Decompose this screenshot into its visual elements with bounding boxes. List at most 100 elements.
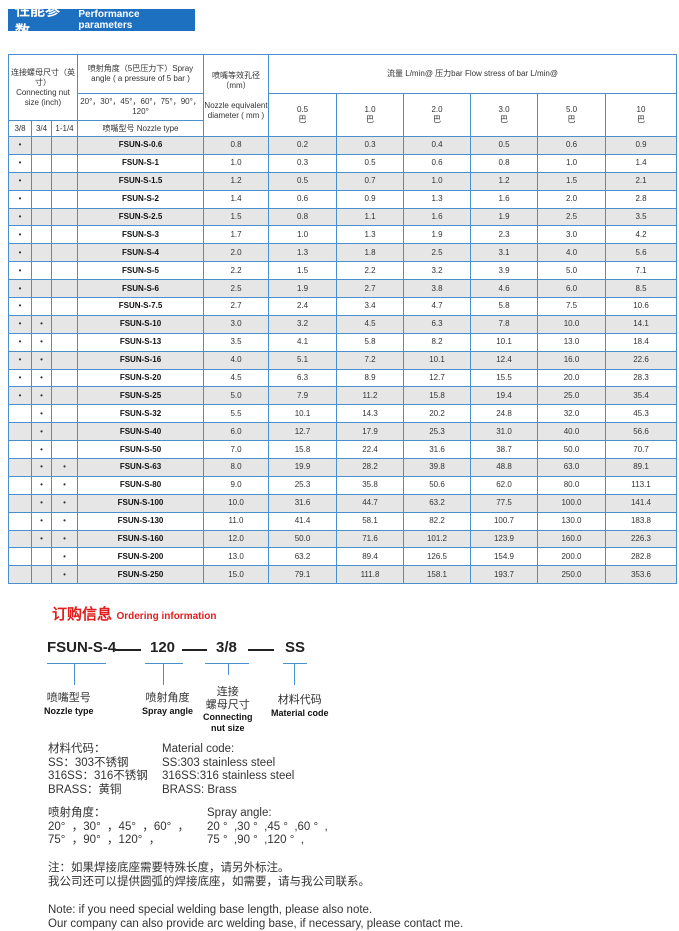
nozzle-type-cell: FSUN-S-13	[77, 332, 204, 352]
flow-cell: 10.1	[403, 350, 471, 370]
flow-cell: 79.1	[268, 565, 337, 585]
flow-cell: 100.0	[537, 493, 606, 513]
size-dot-cell: •	[51, 511, 78, 531]
size-dot-cell	[8, 458, 32, 477]
label-nozzle-type: 喷嘴型号 Nozzle type	[44, 692, 94, 716]
size-dot-cell: •	[31, 422, 52, 442]
nozzle-type-cell: FSUN-S-160	[77, 529, 204, 549]
flow-cell: 48.8	[470, 458, 538, 477]
underline	[205, 663, 249, 664]
size-dot-cell	[8, 404, 32, 424]
diameter-cell: 7.0	[203, 440, 269, 460]
flow-cell: 130.0	[537, 511, 606, 531]
flow-cell: 226.3	[604, 529, 678, 549]
size-dot-cell: •	[8, 314, 32, 334]
size-dot-cell	[31, 279, 52, 299]
table-row: • • FSUN-S-25 5.0 7.9 11.2 15.8 19.4 25.0 35.4	[8, 386, 678, 406]
diameter-cell: 2.5	[203, 279, 269, 299]
size-dot-cell: •	[51, 547, 78, 567]
size-dot-cell	[51, 153, 78, 173]
flow-cell: 100.7	[470, 511, 538, 531]
flow-cell: 154.9	[470, 547, 538, 567]
flow-cell: 22.4	[336, 440, 404, 460]
flow-cell: 8.9	[336, 368, 404, 388]
flow-cell: 0.8	[470, 153, 538, 173]
flow-cell: 89.4	[336, 547, 404, 567]
flow-cell: 25.3	[403, 422, 471, 442]
size-dot-cell: •	[31, 350, 52, 370]
flow-cell: 10.1	[470, 332, 538, 352]
size-dot-cell: •	[31, 314, 52, 334]
size-dot-cell	[8, 565, 32, 585]
flow-cell: 89.1	[604, 458, 678, 477]
diameter-cell: 4.0	[203, 350, 269, 370]
flow-cell: 1.9	[470, 207, 538, 227]
header-nut-size: 连接螺母尺寸（英寸） Connecting nut size (inch)	[8, 54, 78, 121]
flow-cell: 8.5	[604, 279, 678, 299]
flow-cell: 0.6	[537, 136, 606, 155]
flow-cell: 3.9	[470, 261, 538, 281]
header-flow: 流量 L/min@ 压力bar Flow stress of bar L/min…	[267, 54, 678, 94]
nozzle-type-cell: FSUN-S-63	[77, 458, 204, 477]
size-dot-cell: •	[31, 511, 52, 531]
dash	[115, 649, 141, 651]
flow-cell: 4.6	[470, 279, 538, 299]
flow-cell: 1.5	[537, 171, 606, 191]
table-row: • FSUN-S-40 6.0 12.7 17.9 25.3 31.0 40.0 56.6	[8, 422, 678, 442]
flow-cell: 1.0	[403, 171, 471, 191]
nozzle-type-cell: FSUN-S-20	[77, 368, 204, 388]
flow-cell: 56.6	[604, 422, 678, 442]
angles-en: Spray angle: 20 ° ,30 ° ,45 ° ,60 ° , 75…	[207, 807, 328, 846]
size-dot-cell	[31, 243, 52, 263]
flow-cell: 11.2	[336, 386, 404, 406]
flow-cell: 28.3	[604, 368, 678, 388]
flow-cell: 3.2	[403, 261, 471, 281]
size-dot-cell: •	[51, 529, 78, 549]
size-dot-cell	[31, 207, 52, 227]
header-pressure: 3.0 巴	[470, 93, 538, 137]
size-dot-cell: •	[8, 261, 32, 281]
nozzle-type-cell: FSUN-S-130	[77, 511, 204, 531]
size-dot-cell: •	[8, 136, 32, 155]
size-dot-cell	[31, 261, 52, 281]
flow-cell: 0.8	[268, 207, 337, 227]
table-row: • FSUN-S-5 2.2 1.5 2.2 3.2 3.9 5.0 7.1	[8, 261, 678, 281]
flow-cell: 5.8	[470, 297, 538, 316]
diameter-cell: 6.0	[203, 422, 269, 442]
diameter-cell: 1.7	[203, 225, 269, 245]
flow-cell: 2.7	[336, 279, 404, 299]
code-nozzle-type: FSUN-S-4	[47, 639, 117, 656]
flow-cell: 6.3	[268, 368, 337, 388]
flow-cell: 2.8	[604, 189, 678, 209]
flow-cell: 250.0	[537, 565, 606, 585]
flow-cell: 0.9	[604, 136, 678, 155]
flow-cell: 24.8	[470, 404, 538, 424]
underline	[145, 663, 183, 664]
flow-cell: 15.8	[268, 440, 337, 460]
header-pressure: 5.0 巴	[537, 93, 606, 137]
diameter-cell: 1.5	[203, 207, 269, 227]
flow-cell: 40.0	[537, 422, 606, 442]
nozzle-type-cell: FSUN-S-5	[77, 261, 204, 281]
size-dot-cell	[51, 243, 78, 263]
table-row: • FSUN-S-200 13.0 63.2 89.4 126.5 154.9 200.0 28…	[8, 547, 678, 567]
flow-cell: 0.4	[403, 136, 471, 155]
flow-cell: 63.2	[403, 493, 471, 513]
flow-cell: 1.6	[403, 207, 471, 227]
nozzle-type-cell: FSUN-S-2	[77, 189, 204, 209]
size-dot-cell: •	[51, 565, 78, 585]
code-spray-angle: 120	[150, 639, 176, 656]
flow-cell: 7.2	[336, 350, 404, 370]
flow-cell: 7.5	[537, 297, 606, 316]
diameter-cell: 15.0	[203, 565, 269, 585]
size-dot-cell	[8, 475, 32, 495]
size-dot-cell	[31, 189, 52, 209]
flow-cell: 16.0	[537, 350, 606, 370]
nozzle-type-cell: FSUN-S-100	[77, 493, 204, 513]
size-dot-cell: •	[8, 153, 32, 173]
flow-cell: 6.0	[537, 279, 606, 299]
flow-cell: 5.1	[268, 350, 337, 370]
flow-cell: 12.4	[470, 350, 538, 370]
flow-cell: 5.6	[604, 243, 678, 263]
nozzle-type-cell: FSUN-S-200	[77, 547, 204, 567]
